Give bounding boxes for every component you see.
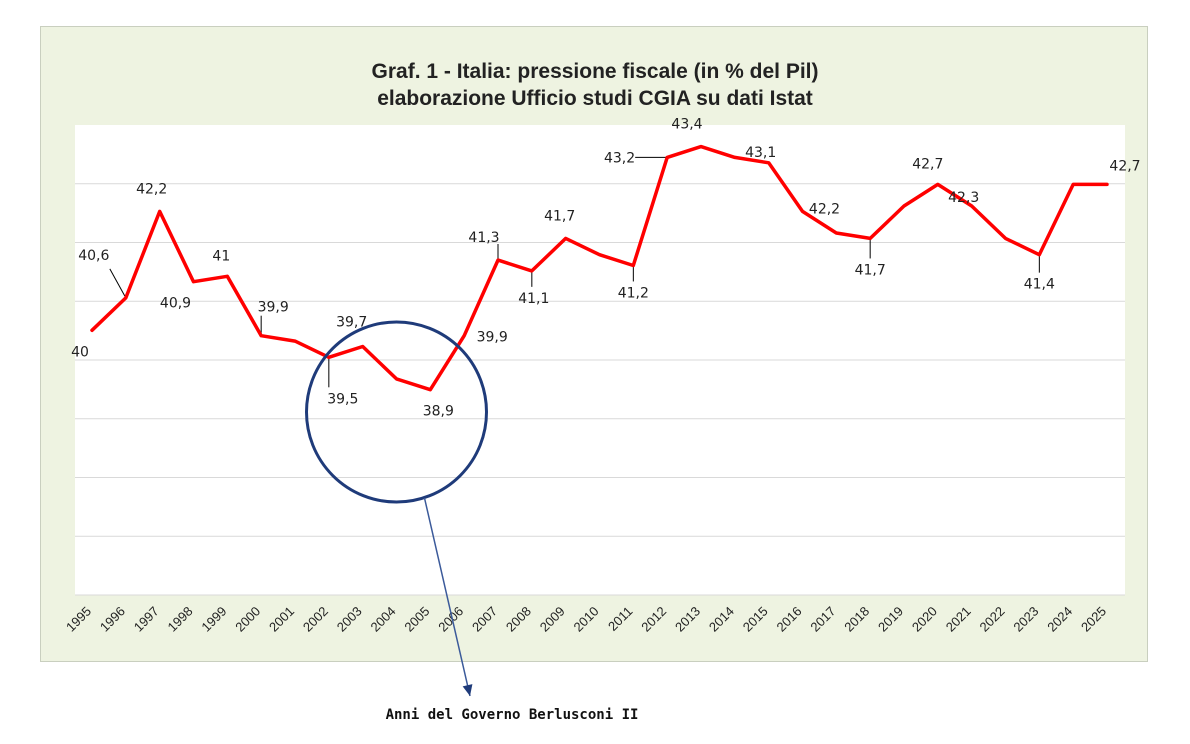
data-label: 39,9 [477,330,508,346]
data-label: 39,9 [258,300,289,316]
x-tick-label: 2006 [435,604,466,635]
data-labels: 40 40,6 42,2 40,9 41 39,9 39,5 39,7 38,9 39,9 41,3… [71,117,1141,420]
data-label: 40,9 [160,296,191,312]
data-label: 42,7 [1109,158,1140,174]
data-label: 41,1 [518,291,549,307]
data-label: 40,6 [78,248,109,264]
gridlines [75,183,1125,596]
x-tick-label: 2011 [605,604,635,634]
x-tick-label: 2020 [909,604,940,635]
x-tick-label: 2017 [807,604,838,635]
data-label: 41,2 [618,285,649,301]
data-label: 39,5 [327,391,358,407]
x-tick-label: 2013 [672,604,703,635]
data-label: 38,9 [423,404,454,420]
x-tick-label: 2001 [266,604,297,635]
data-label: 39,7 [336,314,367,330]
x-tick-label: 2009 [537,604,568,635]
x-tick-label: 2014 [706,604,737,635]
label-leader-line [109,268,127,299]
x-tick-label: 2008 [503,604,534,635]
chart-title: Graf. 1 - Italia: pressione fiscale (in … [372,60,819,83]
x-tick-label: 2015 [740,604,771,635]
x-tick-label: 1996 [97,604,128,635]
x-tick-label: 1997 [131,604,162,635]
x-tick-label: 1995 [63,604,94,635]
data-label: 41,7 [544,208,575,224]
x-tick-label: 2005 [401,604,432,635]
x-tick-label: 1999 [198,604,229,635]
chart-subtitle: elaborazione Ufficio studi CGIA su dati … [377,87,813,110]
arrow-head-icon [462,684,473,696]
x-tick-label: 2016 [774,604,805,635]
data-label: 42,3 [948,190,979,206]
x-axis-ticks: 1995 1996 1997 1998 1999 2000 2001 2002 2003 2004… [63,604,1109,635]
x-tick-label: 2000 [232,604,263,635]
data-label: 43,1 [745,145,776,161]
data-label: 41,3 [468,230,499,246]
data-label: 42,2 [809,201,840,217]
x-tick-label: 2024 [1044,604,1075,635]
data-label: 43,4 [671,117,702,133]
data-label: 41,4 [1024,277,1055,293]
x-tick-label: 2023 [1010,604,1041,635]
x-tick-label: 2018 [841,604,872,635]
x-tick-label: 2010 [571,604,602,635]
data-label: 41 [212,248,230,264]
data-label: 41,7 [855,262,886,278]
x-tick-label: 2004 [368,604,399,635]
highlight-circle [305,320,488,504]
data-label: 43,2 [604,150,635,166]
x-tick-label: 2002 [300,604,331,635]
x-tick-label: 2021 [943,604,974,635]
series-line [90,144,1109,392]
x-tick-label: 2007 [469,604,500,635]
annotation-caption: Anni del Governo Berlusconi II [386,707,639,723]
data-label: 42,7 [912,156,943,172]
x-tick-label: 2003 [334,604,365,635]
annotation-arrow [423,497,471,697]
data-label: 40 [71,344,89,360]
x-tick-label: 2012 [638,604,669,635]
data-label: 42,2 [136,181,167,197]
x-tick-label: 2022 [977,604,1008,635]
x-tick-label: 1998 [165,604,196,635]
x-tick-label: 2025 [1078,604,1109,635]
x-tick-label: 2019 [875,604,906,635]
